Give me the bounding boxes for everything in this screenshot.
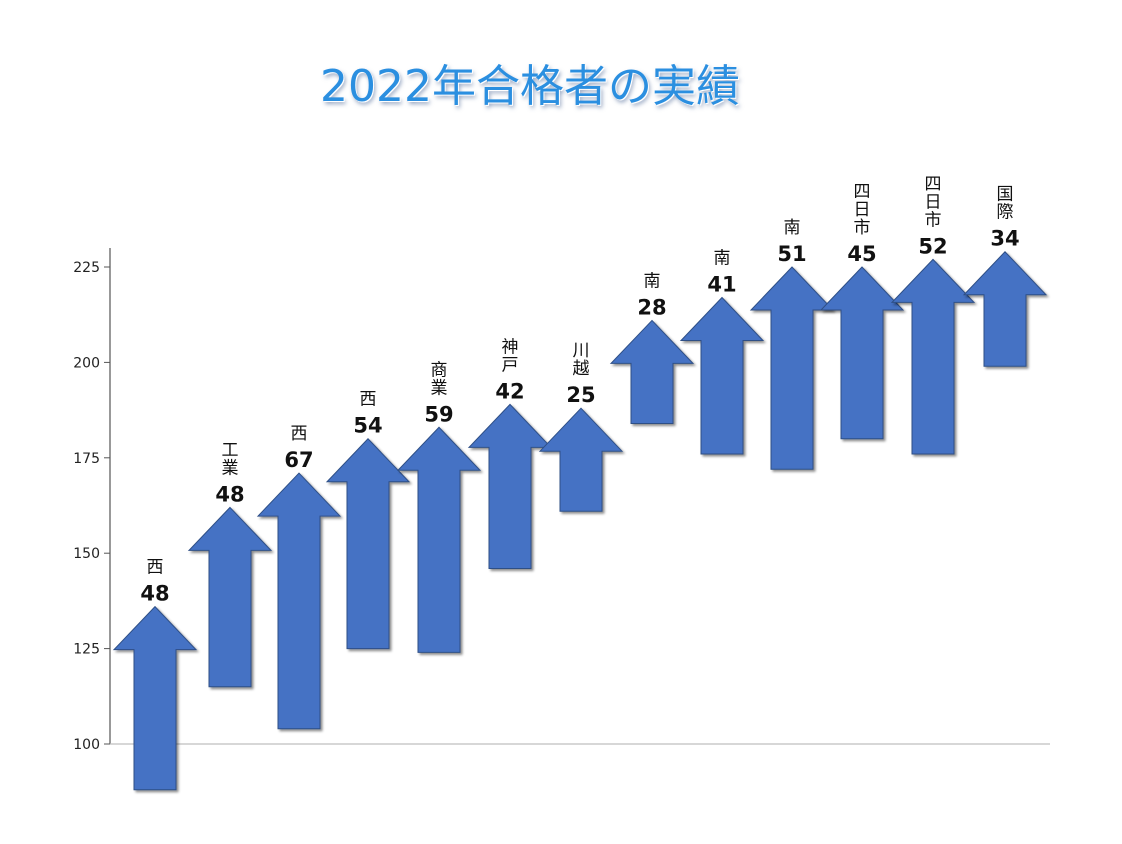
y-tick-label: 100 [73, 737, 100, 753]
data-label: 25 [566, 383, 595, 407]
category-label: 神 [502, 337, 519, 357]
data-label: 52 [918, 234, 947, 258]
category-label: 越 [573, 359, 590, 379]
category-label: 西 [360, 390, 377, 410]
y-tick-label: 225 [73, 260, 100, 276]
category-label: 南 [784, 218, 801, 238]
chart-title: 2022年合格者の実績 [320, 61, 740, 112]
category-label: 四 [925, 174, 942, 194]
category-label: 市 [925, 210, 942, 230]
bar-arrow [325, 437, 411, 650]
bar-arrow [256, 472, 342, 730]
data-label: 45 [847, 242, 876, 266]
bar-arrow [890, 258, 976, 455]
category-label: 際 [997, 203, 1014, 223]
category-label: 南 [714, 249, 731, 269]
category-label: 戸 [502, 355, 519, 375]
bar-arrow [962, 251, 1048, 367]
category-label: 西 [291, 424, 308, 444]
bar-arrow [679, 296, 765, 455]
category-label: 市 [854, 218, 871, 238]
bar-arrow [112, 605, 198, 791]
category-label: 商 [431, 360, 448, 380]
category-label: 西 [147, 558, 164, 578]
data-label: 34 [990, 227, 1019, 251]
data-label: 42 [495, 379, 524, 403]
bar-arrow [467, 403, 553, 569]
category-label: 国 [997, 185, 1014, 205]
bar-arrow [749, 266, 835, 470]
data-label: 67 [284, 448, 313, 472]
bar-arrow [396, 426, 482, 653]
category-label: 日 [925, 192, 942, 212]
category-label: 工 [222, 440, 239, 460]
data-label: 48 [215, 482, 244, 506]
category-label: 日 [854, 200, 871, 220]
data-label: 54 [353, 414, 382, 438]
bar-arrow [609, 319, 695, 424]
data-label: 59 [424, 402, 453, 426]
data-label: 48 [140, 582, 169, 606]
data-label: 28 [637, 295, 666, 319]
category-label: 四 [854, 182, 871, 202]
data-label: 51 [777, 242, 806, 266]
category-label: 業 [222, 458, 239, 478]
bar-arrow [819, 266, 905, 440]
data-label: 41 [707, 273, 736, 297]
bar-arrow [538, 407, 624, 512]
axes-group: 100 125 150 175 200 225 [73, 248, 1050, 753]
category-label: 南 [644, 271, 661, 291]
y-tick-label: 150 [73, 546, 100, 562]
y-tick-label: 200 [73, 355, 100, 371]
y-tick-label: 125 [73, 642, 100, 658]
category-label: 業 [431, 378, 448, 398]
y-tick-label: 175 [73, 451, 100, 467]
bar-arrow [187, 506, 273, 688]
category-label: 川 [573, 341, 590, 361]
